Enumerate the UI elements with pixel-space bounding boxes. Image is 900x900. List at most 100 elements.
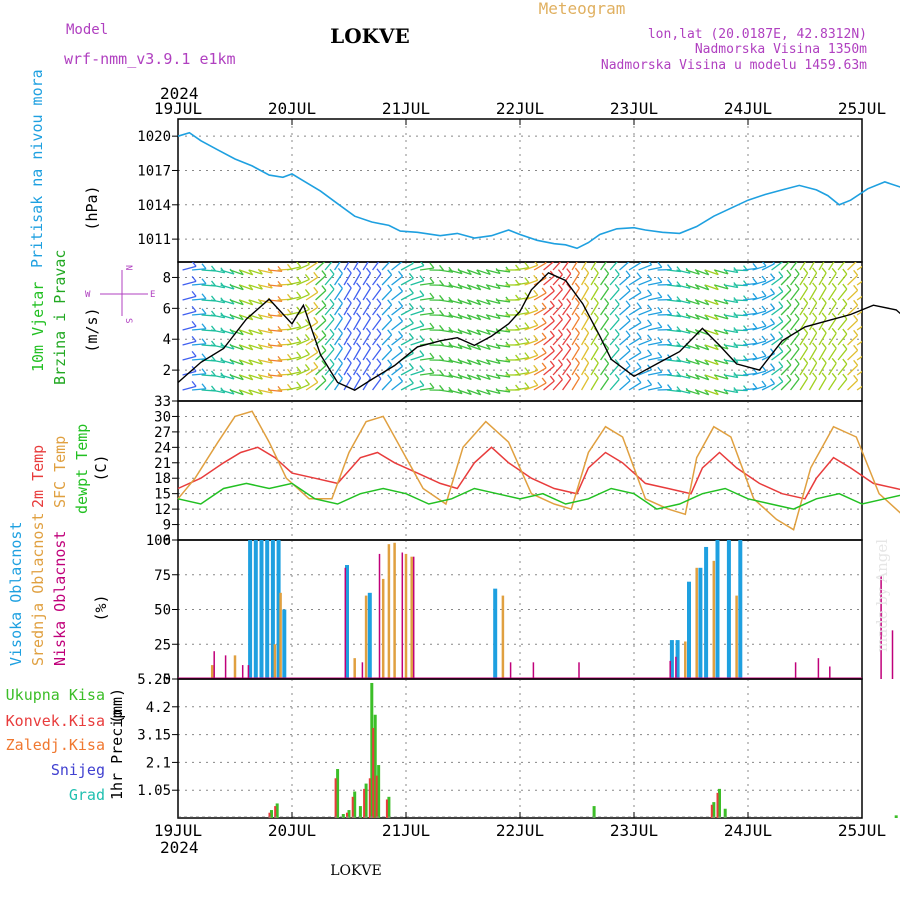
total-precip-bar (387, 796, 391, 818)
wind-barb (818, 317, 827, 331)
wind-barb-flag (566, 343, 572, 350)
wind-barb-flag (794, 358, 800, 365)
wind-barb (486, 284, 501, 290)
wind-barb (638, 264, 652, 271)
wind-barb (400, 292, 414, 301)
wind-barb-flag (636, 332, 642, 339)
low-cloud-bar (401, 552, 404, 679)
wind-barb (476, 359, 491, 366)
wind-barb-flag (337, 312, 343, 319)
wind-barb-flag (346, 267, 352, 274)
wind-barb-flag (287, 308, 293, 315)
wind-barb (248, 374, 263, 380)
wind-barb-flag (761, 320, 767, 327)
wind-barb (305, 291, 319, 301)
wind-barb-flag (626, 256, 630, 261)
high-cloud-bar (715, 540, 720, 679)
wind-barb (210, 359, 225, 364)
wind-barb (495, 299, 511, 303)
wind-barb (239, 314, 253, 321)
wind-barb (752, 355, 767, 361)
wind-barb-flag (625, 345, 631, 352)
low-cloud-bar (213, 651, 215, 679)
wind-barb-flag (495, 358, 501, 364)
wind-barb (723, 284, 738, 289)
wind-barb-flag (614, 299, 620, 305)
bottom-tick-label: 24JUL (724, 821, 772, 840)
wind-barb (286, 296, 301, 301)
total-precip-bar (712, 802, 716, 818)
high-cloud-bar (675, 640, 680, 679)
wind-barb-flag (574, 327, 580, 334)
wind-barb (315, 380, 327, 391)
wind-barb-flag (821, 297, 827, 304)
wind-barb-flag (667, 264, 673, 270)
wind-barb-flag (524, 337, 530, 344)
wind-barb-flag (191, 290, 197, 297)
wind-barb (267, 314, 283, 317)
wind-barb-flag (411, 262, 414, 264)
wind-barb-flag (761, 335, 767, 342)
mid-cloud-bar (712, 560, 716, 679)
wind-barb (438, 284, 453, 288)
wind-barb-flag (574, 342, 580, 349)
wind-barb (761, 383, 775, 391)
wind-barb-flag (593, 282, 599, 289)
wind-barb-flag (398, 375, 404, 382)
wind-barb (362, 347, 372, 361)
wind-barb (352, 317, 362, 331)
high-cloud-bar (282, 609, 287, 679)
wind-barb-flag (201, 278, 207, 285)
wind-barb-flag (277, 310, 283, 317)
wind-barb-flag (495, 313, 501, 319)
wind-barb (828, 287, 837, 301)
wind-barb-flag (321, 315, 327, 321)
wind-barb-flag (376, 313, 382, 320)
wind-barb (486, 389, 501, 395)
high-cloud-bar (738, 540, 743, 679)
wind-barb-flag (761, 380, 767, 387)
wind-barb (647, 296, 662, 301)
high-cloud-bar (265, 540, 270, 679)
wind-barb-flag (321, 360, 327, 366)
conv-precip-bar (716, 792, 719, 818)
wind-barb (761, 308, 775, 316)
conv-precip-bar (334, 778, 337, 818)
wind-barb-flag (647, 289, 653, 296)
wind-barb (334, 348, 343, 361)
wind-barb (580, 272, 590, 286)
wind-barb-flag (366, 253, 370, 258)
wind-barb-flag (439, 264, 445, 271)
wind-barb (790, 333, 800, 346)
wind-barb (818, 362, 827, 376)
wind-barb (438, 269, 453, 273)
wind-barb-flag (636, 272, 642, 279)
wind-barb-flag (524, 277, 530, 284)
wind-barb (628, 307, 642, 316)
wind-barb (476, 314, 491, 321)
wind-barb (514, 266, 529, 271)
wind-barb (457, 374, 472, 381)
wind-barb (362, 377, 372, 391)
wind-barb-flag (277, 385, 283, 392)
wind-barb (695, 359, 709, 366)
wind-barb-flag (439, 294, 445, 301)
wind-barb-flag (329, 328, 335, 335)
wind-barb (533, 322, 547, 331)
high-cloud-bar (669, 640, 674, 679)
wind-barb-flag (337, 372, 343, 379)
wind-barb-flag (615, 254, 619, 259)
wind-barb-flag (636, 302, 642, 309)
wind-barb-flag (803, 312, 809, 319)
wind-barb (533, 307, 547, 316)
wind-barb-flag (657, 321, 663, 328)
wind-barb (210, 269, 225, 274)
wind-barb (799, 332, 809, 346)
wind-barb (391, 320, 403, 331)
wind-barb-flag (365, 282, 371, 289)
wind-barb-flag (338, 253, 342, 258)
wind-barb (704, 284, 719, 291)
wind-barb-flag (566, 328, 572, 335)
wind-barb (372, 273, 382, 286)
wind-barb (799, 362, 809, 376)
